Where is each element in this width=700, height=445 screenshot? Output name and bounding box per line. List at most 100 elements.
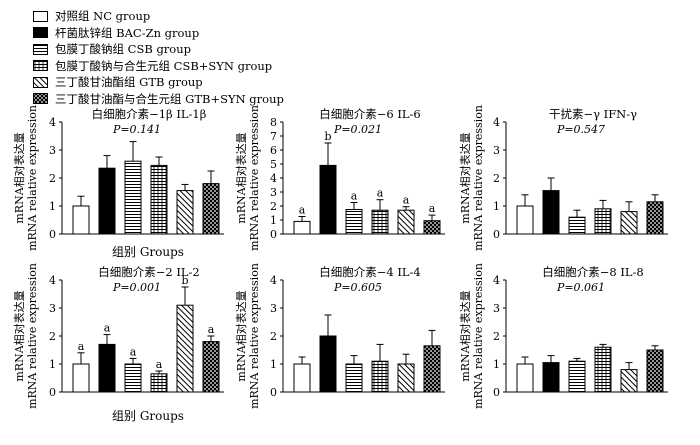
y-tick-label: 0 xyxy=(493,228,500,241)
p-value: P=0.141 xyxy=(112,123,161,136)
bar xyxy=(423,220,441,235)
legend-item: 对照组 NC group xyxy=(33,8,284,25)
y-tick-label: 3 xyxy=(493,302,500,315)
bar xyxy=(345,363,363,393)
bar xyxy=(397,363,415,393)
y-tick-label: 4 xyxy=(49,116,56,129)
p-value: P=0.547 xyxy=(556,123,605,136)
y-axis-label-en: mRNA relative expression xyxy=(248,105,261,251)
y-axis-label-cn: mRNA相对表达量 xyxy=(458,132,472,223)
legend-swatch xyxy=(33,76,48,88)
y-axis-label-en: mRNA relative expression xyxy=(26,263,39,409)
y-tick-label: 8 xyxy=(270,116,277,129)
y-tick-label: 4 xyxy=(493,116,500,129)
y-tick-label: 7 xyxy=(270,130,277,143)
significance-letter: a xyxy=(208,323,215,336)
chart-title: 白细胞介素−4 IL-4 xyxy=(319,265,421,279)
legend-item: 杆菌肽锌组 BAC-Zn group xyxy=(33,25,284,42)
y-axis-label-en: mRNA relative expression xyxy=(472,263,485,409)
y-tick-label: 1 xyxy=(270,214,277,227)
bar xyxy=(72,205,90,235)
bar xyxy=(594,346,612,393)
legend-item: 三丁酸甘油酯组 GTB group xyxy=(33,74,284,91)
y-axis-label-cn: mRNA相对表达量 xyxy=(234,132,248,223)
y-tick-label: 2 xyxy=(270,330,277,343)
legend-swatch xyxy=(33,43,48,55)
y-tick-label: 3 xyxy=(270,302,277,315)
y-tick-label: 4 xyxy=(270,274,277,287)
bar xyxy=(293,363,311,393)
p-value: P=0.605 xyxy=(333,281,382,294)
p-value: P=0.061 xyxy=(556,281,605,294)
significance-letter: a xyxy=(377,187,384,200)
y-tick-label: 2 xyxy=(493,330,500,343)
y-axis-label-en: mRNA relative expression xyxy=(26,105,39,251)
y-tick-label: 1 xyxy=(270,358,277,371)
y-tick-label: 2 xyxy=(270,200,277,213)
bar xyxy=(620,211,638,235)
legend-label: 三丁酸甘油酯与合生元组 GTB+SYN group xyxy=(55,91,284,106)
bar xyxy=(150,164,168,235)
bar xyxy=(620,369,638,393)
legend-label: 包膜丁酸钠组 CSB group xyxy=(55,42,191,57)
bar xyxy=(176,190,194,235)
significance-letter: a xyxy=(104,322,111,335)
legend-swatch xyxy=(33,27,48,39)
bar xyxy=(124,363,142,393)
bar xyxy=(72,363,90,393)
y-tick-label: 5 xyxy=(270,158,277,171)
p-value: P=0.021 xyxy=(333,123,382,136)
y-tick-label: 1 xyxy=(493,358,500,371)
y-tick-label: 1 xyxy=(49,200,56,213)
significance-letter: a xyxy=(78,340,85,353)
legend-swatch xyxy=(33,60,48,72)
bar xyxy=(397,209,415,235)
bar xyxy=(646,349,664,393)
legend-label: 杆菌肽锌组 BAC-Zn group xyxy=(55,25,200,40)
chart-title: 白细胞介素−6 IL-6 xyxy=(319,107,421,121)
y-axis-label-cn: mRNA相对表达量 xyxy=(458,290,472,381)
bar xyxy=(98,343,116,393)
bar xyxy=(646,201,664,235)
x-axis-label: 组别 Groups xyxy=(112,409,184,423)
bar xyxy=(98,167,116,235)
bar xyxy=(202,183,220,235)
y-tick-label: 0 xyxy=(49,228,56,241)
bar xyxy=(293,220,311,235)
y-tick-label: 2 xyxy=(49,330,56,343)
legend-item: 包膜丁酸钠与合生元组 CSB+SYN group xyxy=(33,58,284,75)
bar xyxy=(202,341,220,393)
bar xyxy=(568,216,586,235)
legend-item: 三丁酸甘油酯与合生元组 GTB+SYN group xyxy=(33,91,284,108)
y-axis-label-cn: mRNA相对表达量 xyxy=(12,290,26,381)
legend-label: 包膜丁酸钠与合生元组 CSB+SYN group xyxy=(55,58,273,73)
significance-letter: a xyxy=(299,204,306,217)
bar xyxy=(568,360,586,393)
significance-letter: a xyxy=(429,202,436,215)
bar xyxy=(542,362,560,393)
significance-letter: a xyxy=(351,190,358,203)
bar xyxy=(319,335,337,393)
legend: 对照组 NC group 杆菌肽锌组 BAC-Zn group 包膜丁酸钠组 CSB… xyxy=(33,8,284,107)
bar xyxy=(371,360,389,393)
significance-letter: a xyxy=(130,345,137,358)
significance-letter: b xyxy=(181,274,188,287)
y-tick-label: 0 xyxy=(493,386,500,399)
bar xyxy=(150,373,168,393)
legend-swatch xyxy=(33,93,48,105)
y-tick-label: 0 xyxy=(270,386,277,399)
bar xyxy=(319,164,337,235)
bar xyxy=(594,208,612,235)
legend-swatch xyxy=(33,10,48,22)
chart-title: 干扰素−γ IFN-γ xyxy=(549,107,637,121)
bar xyxy=(516,205,534,235)
p-value: P=0.001 xyxy=(112,281,161,294)
legend-label: 对照组 NC group xyxy=(55,9,151,24)
significance-letter: a xyxy=(403,194,410,207)
y-tick-label: 2 xyxy=(49,172,56,185)
y-tick-label: 4 xyxy=(270,172,277,185)
y-tick-label: 3 xyxy=(493,144,500,157)
y-axis-label-cn: mRNA相对表达量 xyxy=(12,132,26,223)
y-tick-label: 1 xyxy=(493,200,500,213)
